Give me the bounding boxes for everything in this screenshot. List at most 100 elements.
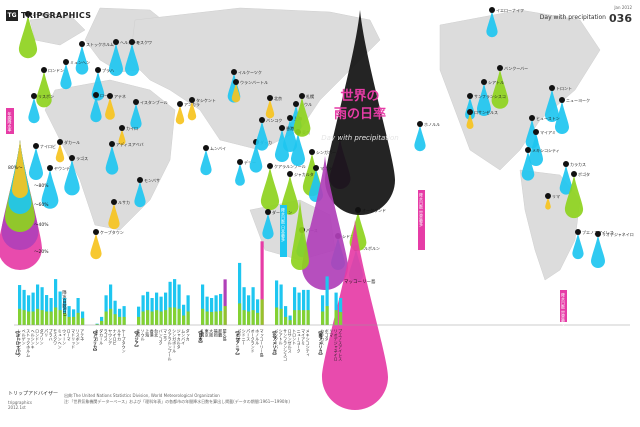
bar bbox=[279, 308, 283, 325]
group-label: 【アジア】 bbox=[135, 329, 140, 349]
city-label: ストックホルム bbox=[86, 41, 114, 47]
bar bbox=[31, 311, 35, 325]
bar bbox=[293, 287, 297, 325]
city-label: カイロ bbox=[126, 126, 138, 131]
bar bbox=[122, 316, 126, 325]
city-marker bbox=[497, 65, 503, 71]
bar bbox=[247, 311, 251, 325]
bar-city-label: バンクーバー bbox=[274, 329, 279, 353]
city-marker bbox=[25, 11, 31, 17]
bar-city-label: 北京 bbox=[136, 328, 141, 338]
city-marker bbox=[265, 209, 271, 215]
bar bbox=[297, 310, 301, 325]
city-label: アテネ bbox=[114, 93, 126, 99]
chart-subtitle: Day with precipitation bbox=[321, 134, 398, 142]
bar bbox=[219, 310, 223, 325]
city-marker bbox=[293, 101, 299, 107]
city-label: シンガポール bbox=[316, 149, 340, 155]
legend-drop bbox=[12, 140, 28, 198]
bar-city-label: ローマ bbox=[67, 329, 72, 342]
city-label: イエローナイフ bbox=[496, 7, 524, 13]
city-label: アディスアベバ bbox=[116, 141, 144, 147]
bar bbox=[40, 310, 44, 325]
bar-city-label: ロサンゼルス bbox=[288, 329, 293, 354]
city-label: デリー bbox=[244, 159, 256, 165]
bar-city-label: パリ bbox=[44, 329, 49, 337]
bar bbox=[173, 279, 177, 325]
bar bbox=[302, 310, 306, 325]
bar bbox=[251, 310, 255, 325]
callout-drop-macquarie bbox=[322, 220, 388, 410]
city-drop bbox=[118, 128, 126, 145]
city-drop bbox=[125, 42, 139, 76]
bar-city-label: 福岡 bbox=[214, 328, 219, 338]
city-marker bbox=[279, 125, 285, 131]
city-marker bbox=[467, 109, 473, 115]
city-drop bbox=[28, 96, 40, 124]
issue-label: Jan 2012 bbox=[614, 5, 632, 10]
bar bbox=[109, 308, 113, 325]
bar bbox=[58, 310, 62, 325]
city-label: ミュンヘン bbox=[70, 60, 90, 65]
bar-city-label: ヘルシンキ bbox=[31, 329, 36, 349]
bar bbox=[141, 311, 145, 325]
bar bbox=[45, 311, 49, 325]
city-marker bbox=[533, 129, 539, 135]
city-drop bbox=[555, 100, 569, 134]
city-label: ヒューストン bbox=[536, 116, 560, 121]
bar bbox=[306, 289, 310, 325]
city-drop bbox=[465, 96, 475, 120]
bar bbox=[168, 307, 172, 325]
bar bbox=[27, 311, 31, 325]
city-drop bbox=[64, 158, 80, 196]
bar-city-label: ボゴタ bbox=[325, 328, 330, 342]
city-label: イルクーツク bbox=[238, 69, 262, 75]
bar-city-label: 那覇 bbox=[218, 328, 223, 338]
city-label: ロンドン bbox=[48, 68, 64, 73]
city-label: ケープタウン bbox=[100, 229, 124, 235]
bar bbox=[67, 306, 71, 325]
bar-city-label: ウィーン bbox=[62, 328, 67, 345]
bar-city-label: メキシコシティ bbox=[306, 329, 311, 357]
city-label: ボゴタ bbox=[578, 171, 590, 177]
bar-city-label: 屋久島 bbox=[223, 328, 228, 342]
brand-logo: TG bbox=[6, 10, 18, 21]
bar bbox=[67, 316, 71, 325]
city-drop bbox=[105, 144, 119, 175]
city-drop bbox=[414, 124, 426, 152]
bar bbox=[137, 306, 141, 325]
bar bbox=[137, 316, 141, 325]
city-label: リオデジャネイロ bbox=[602, 231, 634, 237]
bar bbox=[146, 291, 150, 325]
bar bbox=[159, 311, 163, 325]
bar-city-label: 台北 bbox=[154, 328, 159, 338]
bar bbox=[104, 295, 108, 325]
bar bbox=[242, 287, 246, 325]
bar bbox=[256, 299, 260, 325]
bar bbox=[334, 292, 338, 325]
city-marker bbox=[93, 92, 99, 98]
legend bbox=[6, 108, 14, 134]
bar-city-label: マドリッド bbox=[71, 329, 76, 349]
bar bbox=[104, 311, 108, 325]
bar-city-label: ミュンヘン bbox=[58, 329, 63, 349]
bar bbox=[223, 306, 227, 325]
bar-city-label: ケープタウン bbox=[122, 329, 127, 353]
city-label: マイアミ bbox=[540, 130, 556, 135]
ylabel-3: 降水日数 世界最多 bbox=[419, 192, 424, 227]
footer-brand-sub2: 2012.1st bbox=[8, 405, 26, 410]
city-marker bbox=[93, 229, 99, 235]
city-marker bbox=[33, 143, 39, 149]
bar bbox=[95, 324, 99, 325]
bar-city-label: ホノルル bbox=[255, 329, 260, 345]
bar-city-label: モスクワ bbox=[53, 329, 58, 346]
world-least-tag bbox=[560, 290, 567, 322]
city-label: ローマ bbox=[100, 93, 112, 98]
bar-city-label: ダブリン bbox=[40, 328, 45, 345]
city-label: ラゴス bbox=[76, 155, 88, 161]
bar bbox=[159, 296, 163, 325]
brand-name: TRIPGRAPHICS bbox=[21, 11, 92, 20]
city-marker bbox=[133, 99, 139, 105]
bar-city-label: パース bbox=[246, 329, 251, 342]
